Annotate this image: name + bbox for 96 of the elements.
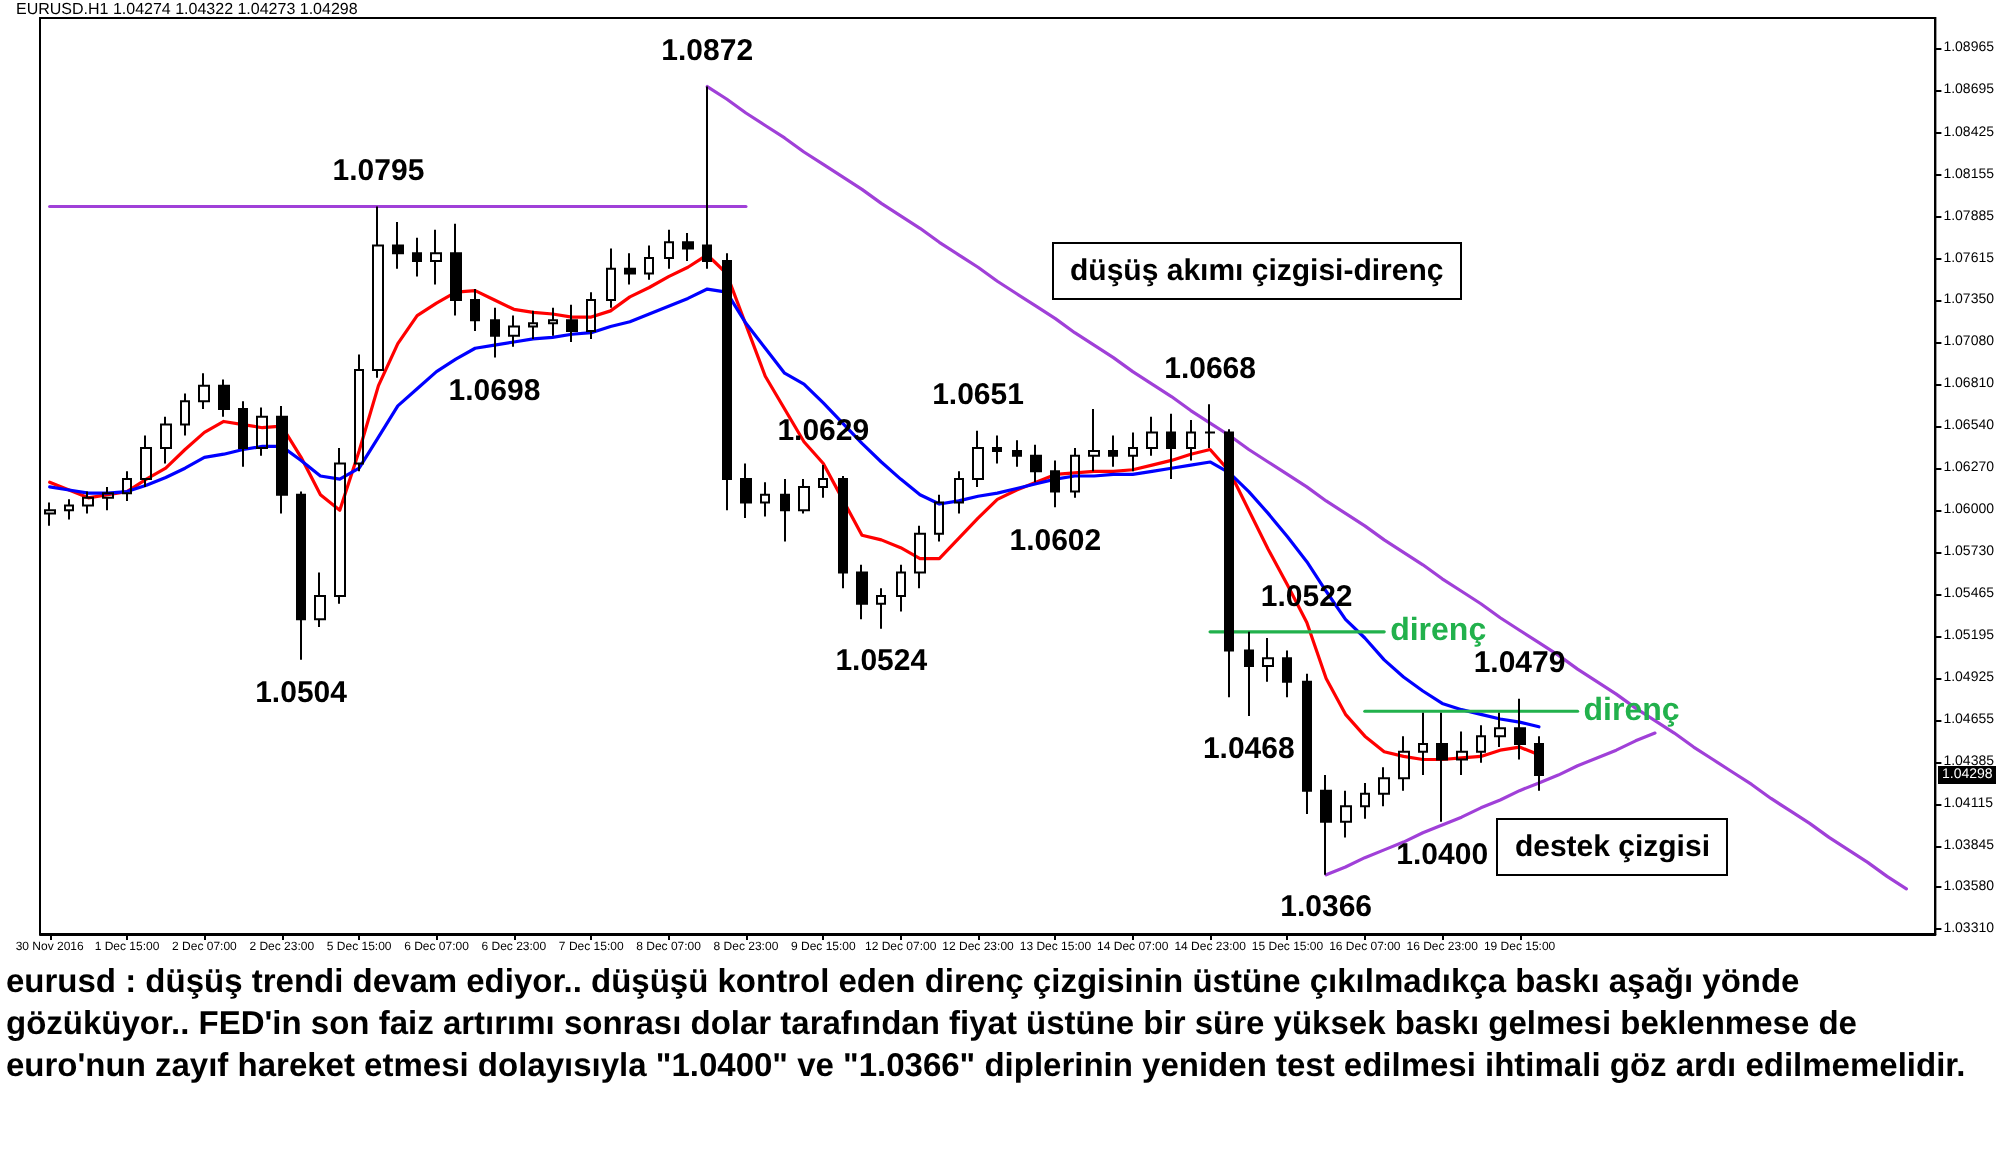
candlestick [412,236,422,278]
candlestick [1146,415,1158,457]
annotation: 1.0524 [835,644,928,679]
candlestick [1476,724,1486,764]
candlestick [1224,428,1234,699]
candlestick [934,493,944,543]
candlestick [586,291,596,340]
candlestick [1302,672,1312,816]
annotation: EURUSD.H1 1.04274 1.04322 1.04273 1.04298 [16,0,358,18]
candlestick [954,470,964,515]
candlestick [140,434,152,488]
candlestick [1088,408,1100,473]
candlestick [1418,711,1428,777]
candlestick [682,231,694,263]
series-label: destek çizgisi [1496,817,1728,876]
annotation: 1.0651 [932,378,1024,413]
candlestick [644,244,654,281]
series-label: düşüş akımı çizgisi-direnç [1052,242,1462,301]
candlestick [44,501,56,527]
candlestick [1340,789,1352,839]
candlestick [1378,766,1390,808]
candlestick [548,306,558,337]
candlestick [1186,418,1196,462]
annotation: 1.0400 [1396,837,1489,872]
candlestick [296,490,306,661]
candlestick [1534,735,1544,792]
candlestick [1166,412,1176,481]
candlestick [314,571,326,629]
candlestick [1398,735,1410,792]
candlestick [1108,434,1118,468]
candlestick [490,306,500,359]
candlestick [914,524,926,590]
candlestick [818,464,828,499]
candlestick [1320,774,1332,876]
candlestick [1128,431,1138,473]
candlestick [180,392,190,437]
candlestick [1204,403,1216,449]
candlestick [1514,697,1526,761]
candlestick [508,314,520,348]
annotation: 1.0479 [1473,646,1566,681]
annotation: 1.0795 [332,154,425,189]
candlestick [838,475,848,590]
candlestick [276,404,288,515]
candlestick [430,228,442,286]
candlestick [664,228,674,270]
annotation: 1.0366 [1280,890,1373,925]
text: eurusd : düşüş trendi devam ediyor.. düşüşü kontrol eden direnç çizgisinin üstüne çıkılmadıkça baskı aşağı yönde gözüküyor.. FED'in son faiz artırımı sonrası dolar tarafından fiyat üstüne bir süre yüksek baskı gelmesi beklenmese de euro'nun zayıf hareket etmesi dolayısıyla "1.0400" ve "1.0366" diplerinin yeniden test edilmesi ihtimali göz ardı edilmemelidir. [6,962,1968,1088]
candlestick [566,303,578,344]
candlestick [1050,459,1060,509]
candlestick [606,247,616,309]
annotation: 1.0872 [661,34,754,69]
candlestick [1436,711,1448,823]
candlestick [238,400,248,468]
candlestick [528,309,538,340]
candlestick [1282,649,1292,699]
candlestick [702,85,712,270]
candlestick [354,353,364,473]
annotation: 1.0504 [255,675,347,710]
candlestick [64,498,74,521]
annotation: 1.0468 [1202,731,1295,766]
candlestick [1030,443,1042,484]
candlestick [896,563,906,613]
candlestick [122,470,132,502]
candlestick [334,446,346,605]
candlestick [1244,630,1254,717]
candlestick [1456,730,1468,777]
candlestick [392,221,404,270]
candlestick [1012,439,1022,468]
candlestick [450,222,462,317]
candlestick [780,478,790,543]
candlestick [1262,637,1274,683]
series-label: direnç [1390,613,1487,648]
candlestick [102,485,114,512]
candlestick [760,481,770,518]
candlestick [372,205,384,379]
candlestick [972,429,984,488]
candlestick [256,406,268,457]
candlestick [198,372,210,411]
candlestick [1360,781,1370,820]
candlestick [798,478,810,515]
candlestick [82,490,94,515]
candlestick [218,378,230,418]
candlestick [856,563,868,621]
annotation: 1.0698 [448,373,541,408]
annotation: 1.0602 [1009,523,1102,558]
candlestick [876,587,886,630]
candlestick [624,252,636,286]
candlestick [992,434,1002,465]
candlestick [740,462,752,520]
line-series [705,84,1908,891]
candlestick [1494,711,1506,749]
candlestick [470,288,480,333]
annotation: 1.0668 [1164,352,1256,387]
candlestick [722,252,732,512]
candlestick [160,415,172,465]
candlestick [1070,446,1080,499]
